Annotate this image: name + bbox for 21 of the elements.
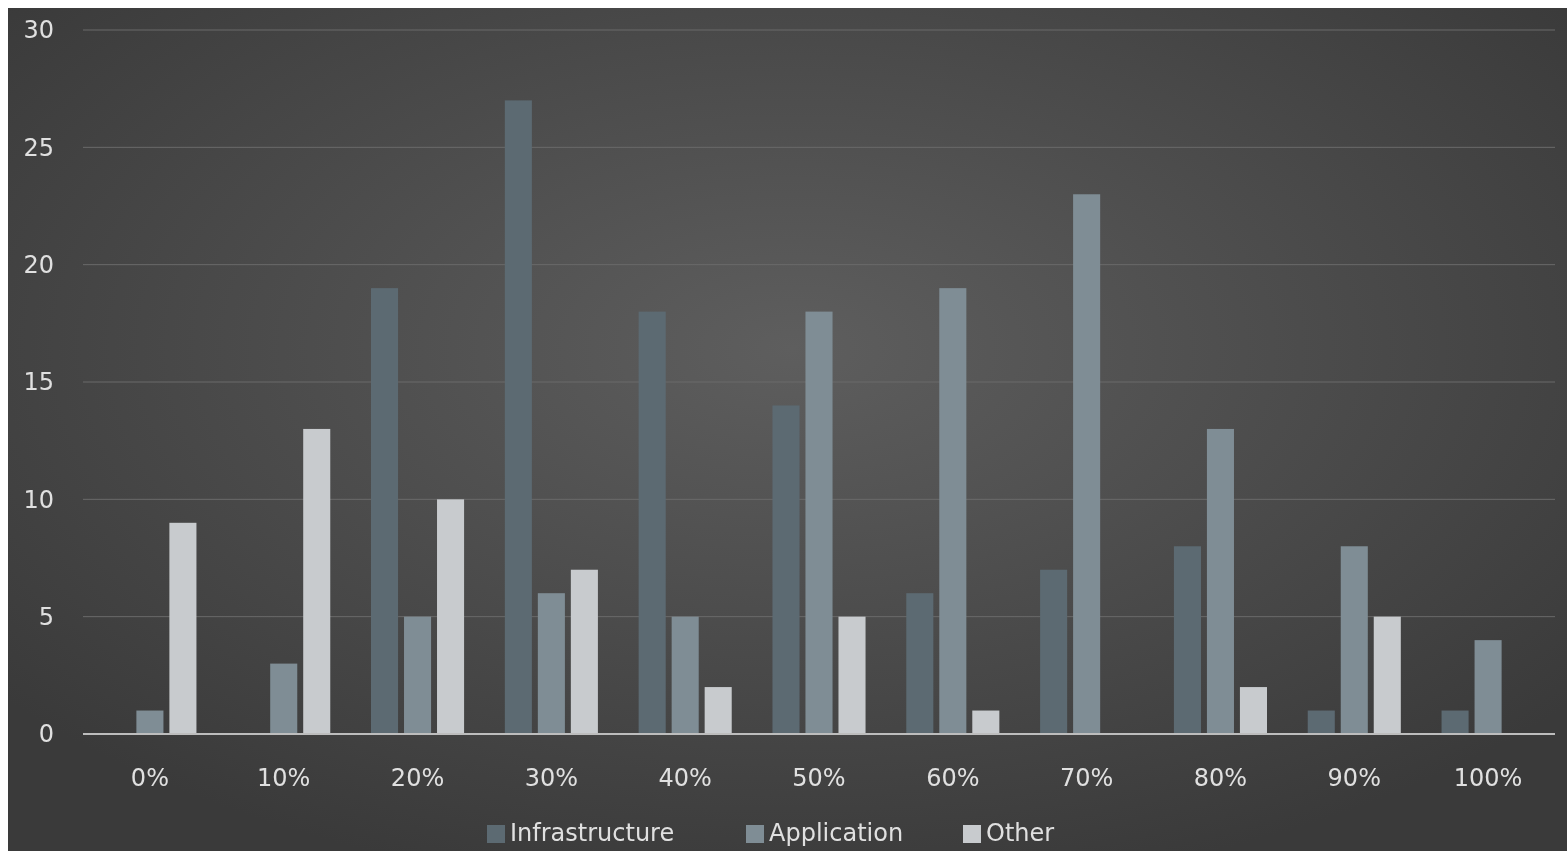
x-tick-label: 10% bbox=[257, 764, 311, 792]
x-tick-label: 60% bbox=[926, 764, 980, 792]
x-tick-label: 20% bbox=[390, 764, 445, 792]
y-tick-label: 15 bbox=[23, 368, 54, 397]
x-tick-label: 0% bbox=[130, 764, 169, 792]
y-tick-label: 30 bbox=[23, 16, 54, 45]
legend-label: Application bbox=[769, 819, 904, 847]
x-tick-label: 70% bbox=[1059, 764, 1114, 792]
x-tick-label: 30% bbox=[524, 764, 579, 792]
x-tick-label: 90% bbox=[1327, 764, 1381, 792]
y-tick-label: 20 bbox=[23, 251, 54, 280]
y-tick-label: 5 bbox=[38, 603, 54, 632]
x-tick-label: 50% bbox=[792, 764, 846, 792]
legend-label: Other bbox=[986, 819, 1055, 847]
y-tick-label: 25 bbox=[23, 133, 54, 162]
legend-label: Infrastructure bbox=[510, 819, 675, 847]
x-tick-label: 100% bbox=[1453, 764, 1523, 792]
x-tick-label: 80% bbox=[1193, 764, 1248, 792]
y-tick-label: 0 bbox=[38, 720, 54, 749]
x-tick-label: 40% bbox=[658, 764, 712, 792]
y-tick-label: 10 bbox=[23, 485, 54, 514]
